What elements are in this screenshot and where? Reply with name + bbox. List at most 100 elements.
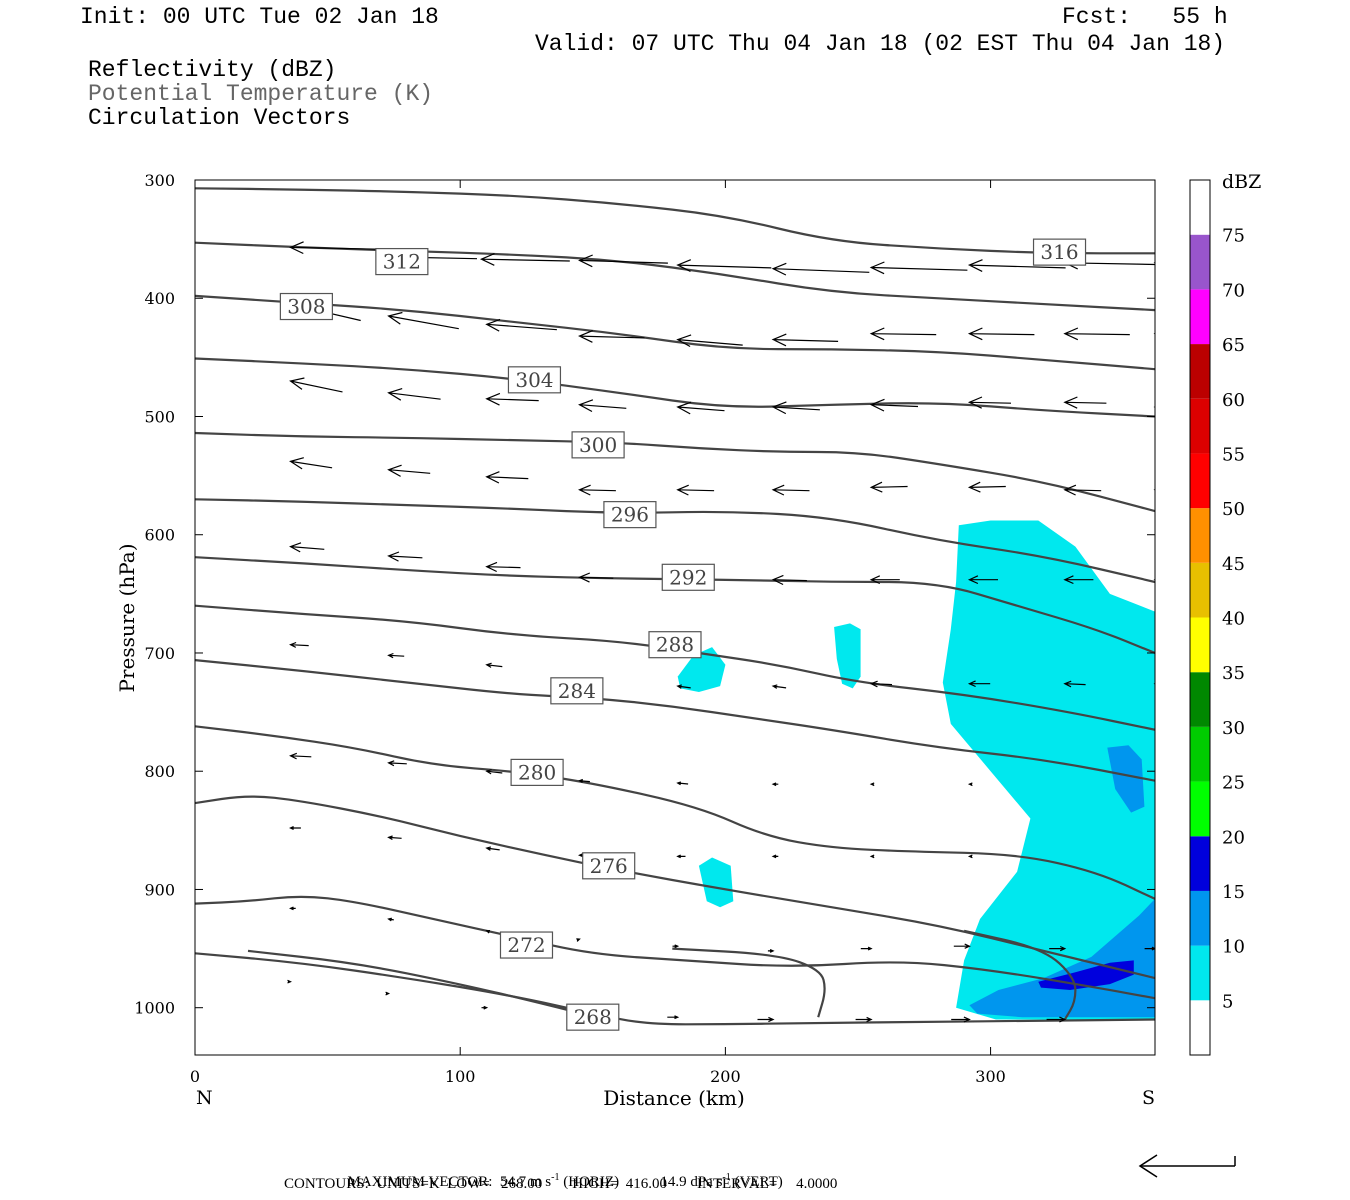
contour-label-284: 284 [558, 679, 596, 703]
vector-15 [771, 333, 839, 347]
vert-value: 14.9 [660, 1174, 687, 1190]
contour-label-box-304 [507, 366, 562, 394]
colorbar-bin-1 [1190, 945, 1210, 1001]
vector-37 [967, 481, 1006, 493]
contour-label-300: 300 [579, 433, 617, 457]
reflectivity-region-0 [942, 520, 1155, 1020]
theta-contour-280 [195, 725, 1155, 900]
plot-frame [194, 179, 1156, 1056]
theta-contour-300 [195, 431, 1155, 513]
vector-78 [485, 930, 491, 934]
vector-89 [667, 1015, 680, 1020]
vector-49 [1153, 579, 1155, 581]
colorbar: 5 10 15 20 25 30 35 40 45 50 55 60 65 70 75 [1189, 179, 1245, 1056]
reflectivity-region-2 [834, 623, 861, 689]
colorbar-bin-4 [1190, 781, 1210, 837]
colorbar-label-40: 40 [1222, 609, 1245, 630]
vector-86 [287, 979, 292, 984]
contour-label-box-276 [582, 852, 636, 880]
vector-72 [676, 854, 686, 859]
vector-74 [869, 854, 875, 859]
vector-91 [855, 1016, 873, 1023]
vector-59 [1153, 682, 1155, 685]
colorbar-bin-9 [1190, 508, 1210, 563]
contour-label-308: 308 [287, 295, 325, 319]
y-axis-label: Pressure (hPa) [115, 544, 139, 693]
colorbar-label-70: 70 [1222, 280, 1245, 301]
vector-50 [289, 641, 309, 648]
contour-label-288: 288 [656, 633, 694, 657]
vector-25 [771, 401, 820, 415]
vector-27 [967, 396, 1012, 409]
y-tick-label-600: 600 [144, 526, 175, 545]
vector-38 [1063, 484, 1102, 496]
y-tick-label-400: 400 [144, 289, 175, 308]
vector-7 [967, 259, 1066, 272]
vector-75 [967, 854, 973, 859]
vector-92 [951, 1016, 971, 1023]
contour-label-box-308 [279, 292, 333, 321]
vector-58 [1063, 680, 1086, 688]
vector-11 [387, 311, 459, 330]
contour-label-layer: 268 272 276 280 284 288 292 296 300 304 308 312 316 [279, 238, 1087, 1031]
colorbar-bin-5 [1190, 726, 1210, 782]
colorbar-label-50: 50 [1222, 499, 1245, 520]
vert-units: dPa s [690, 1174, 723, 1190]
vector-81 [767, 949, 775, 953]
reflectivity-region-5 [1107, 745, 1145, 813]
colorbar-frame [1189, 179, 1211, 1056]
colorbar-bin-3 [1190, 836, 1210, 891]
vector-65 [771, 782, 779, 787]
vector-4 [676, 259, 772, 272]
colorbar-bin-13 [1190, 289, 1210, 345]
vector-69 [387, 835, 402, 841]
vector-17 [967, 327, 1035, 341]
field-circulation-vectors: Circulation Vectors [88, 105, 351, 131]
theta-contour-seg2 [672, 947, 826, 1018]
horiz-value: 54.7 [499, 1174, 527, 1190]
contour-label-312: 312 [383, 250, 421, 274]
vector-80 [672, 944, 680, 949]
vector-61 [387, 760, 407, 767]
theta-contour-316 [195, 187, 1155, 255]
vector-90 [757, 1016, 775, 1023]
colorbar-bin-8 [1190, 562, 1210, 618]
colorbar-bin-6 [1190, 672, 1210, 727]
colorbar-bin-14 [1190, 234, 1210, 290]
colorbar-bin-7 [1190, 617, 1210, 673]
vector-14 [676, 334, 743, 348]
theta-contour-304 [195, 357, 1155, 418]
contour-label-316: 316 [1040, 240, 1078, 264]
vector-42 [485, 561, 521, 573]
valid-time: Valid: 07 UTC Thu 04 Jan 18 (02 EST Thu … [535, 31, 1226, 57]
x-tick-label-300: 300 [975, 1067, 1006, 1086]
contour-label-272: 272 [507, 933, 545, 957]
x-end-label-right: S [1142, 1087, 1155, 1109]
vector-20 [289, 377, 343, 393]
vector-13 [578, 330, 645, 343]
footer-contours: CONTOURS: UNITS=K LOW= 268.00 HIGH= 416.… [284, 1176, 838, 1192]
vert-tag: (VERT) [734, 1174, 783, 1190]
vector-67 [967, 782, 973, 787]
vector-48 [1063, 575, 1094, 585]
contour-label-box-272 [499, 931, 554, 959]
contour-label-box-268 [566, 1003, 620, 1031]
y-tick-label-800: 800 [144, 762, 175, 781]
contour-label-276: 276 [590, 854, 628, 878]
vector-16 [869, 327, 937, 341]
colorbar-label-60: 60 [1222, 390, 1245, 411]
vector-76 [289, 906, 296, 911]
contour-label-box-300 [571, 431, 625, 459]
forecast-hour: Fcst: 55 h [1062, 4, 1228, 30]
vert-exp: -1 [722, 1172, 731, 1183]
y-tick-label-1000: 1000 [134, 999, 175, 1018]
vector-21 [387, 388, 441, 401]
vector-83 [953, 943, 971, 949]
vector-43 [578, 572, 614, 583]
theta-contour-seg1 [247, 949, 607, 1021]
vector-33 [578, 484, 616, 496]
colorbar-label-75: 75 [1222, 226, 1245, 247]
reflectivity-region-4 [969, 898, 1155, 1018]
y-tick-label-900: 900 [144, 880, 175, 899]
x-tick-label-0: 0 [190, 1067, 200, 1086]
